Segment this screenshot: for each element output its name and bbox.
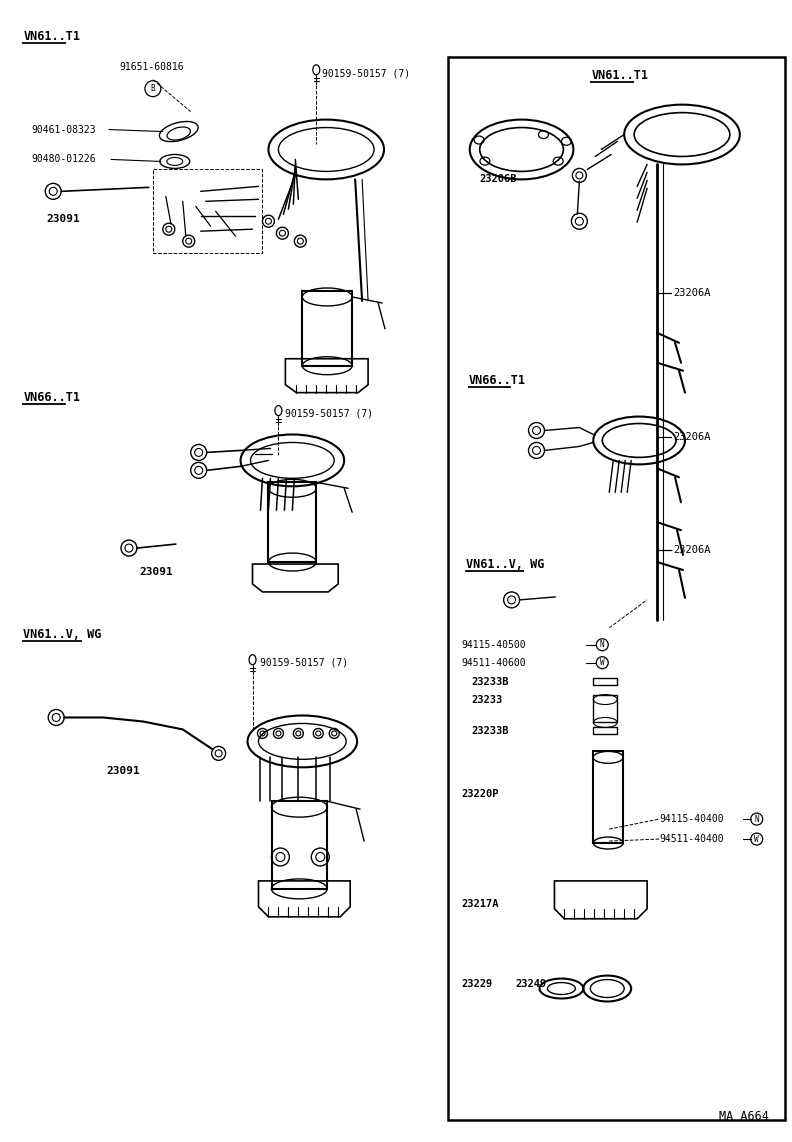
Text: B: B [150,85,155,94]
Text: 23217A: 23217A [462,899,499,909]
Text: 90461-08323: 90461-08323 [31,124,96,135]
Bar [593,677,617,684]
Text: W: W [755,835,759,844]
Bar [593,727,617,734]
Text: 94115-40500: 94115-40500 [462,640,527,650]
Bar [272,802,327,888]
Text: 90480-01226: 90480-01226 [31,154,96,164]
Text: 91651-60816: 91651-60816 [119,62,184,72]
Bar [447,57,785,1120]
Text: 23206A: 23206A [673,433,710,442]
Text: 23220P: 23220P [462,789,499,799]
Text: VN61..V, WG: VN61..V, WG [466,558,544,571]
Text: VN61..T1: VN61..T1 [592,69,649,82]
Text: 23206A: 23206A [673,545,710,555]
Text: N: N [600,641,604,650]
Bar [268,482,316,562]
Text: 90159-50157 (7): 90159-50157 (7) [285,409,374,419]
Bar [593,694,617,723]
Text: N: N [755,814,759,823]
Text: 23091: 23091 [106,766,139,777]
Text: 90159-50157 (7): 90159-50157 (7) [261,658,348,668]
Text: 23091: 23091 [139,566,173,577]
Bar [303,291,352,365]
Text: 90159-50157 (7): 90159-50157 (7) [322,69,410,79]
Text: 23206B: 23206B [480,175,517,184]
Text: 23233: 23233 [472,694,503,705]
Text: 23206A: 23206A [673,288,710,298]
Text: 94511-40600: 94511-40600 [462,658,527,668]
Text: VN66..T1: VN66..T1 [23,391,80,403]
Text: MA A664: MA A664 [719,1110,769,1123]
Text: 23233B: 23233B [472,676,509,686]
Text: 94115-40400: 94115-40400 [659,814,724,825]
Text: W: W [600,658,604,667]
Text: VN61..T1: VN61..T1 [23,30,80,43]
Text: 23229: 23229 [462,979,493,989]
Text: 94511-40400: 94511-40400 [659,834,724,844]
Text: VN66..T1: VN66..T1 [469,373,526,387]
Text: 23091: 23091 [46,215,80,224]
Text: VN61..V, WG: VN61..V, WG [23,628,101,641]
Bar [593,751,623,843]
Text: 23233B: 23233B [472,726,509,737]
Text: 23249: 23249 [516,979,546,989]
